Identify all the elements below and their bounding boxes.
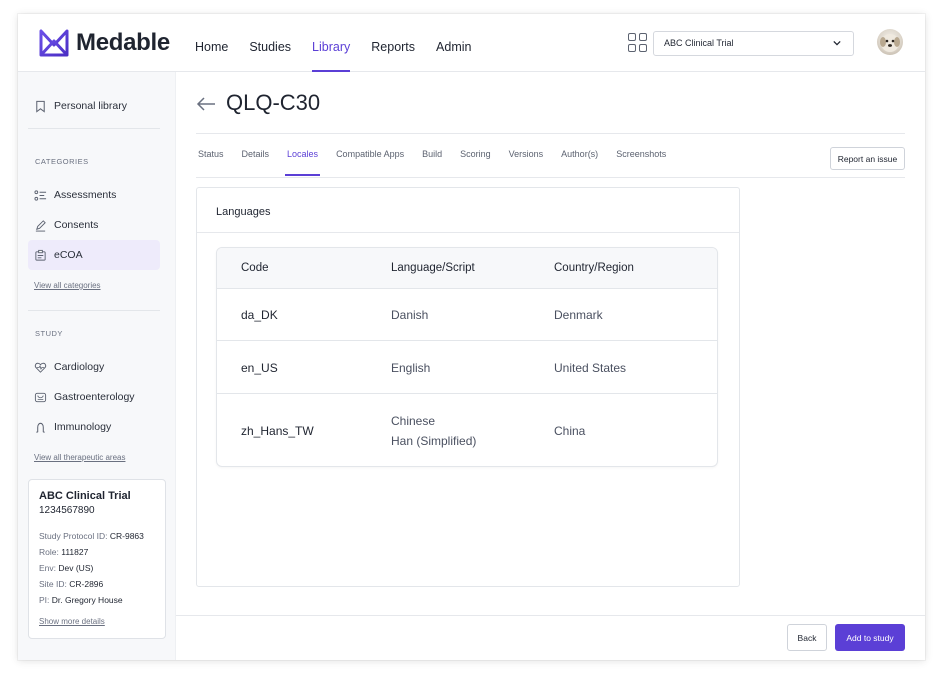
trial-protocol: Study Protocol ID: CR-9863 bbox=[39, 531, 144, 541]
tab-authors[interactable]: Author(s) bbox=[561, 149, 599, 159]
study-heading: STUDY bbox=[35, 329, 63, 338]
panel-title: Languages bbox=[216, 206, 271, 218]
sidebar: Personal library CATEGORIES Assessments … bbox=[18, 72, 176, 660]
sidebar-divider bbox=[28, 310, 160, 311]
dog-avatar-icon bbox=[880, 34, 900, 52]
tab-details[interactable]: Details bbox=[241, 149, 270, 159]
nav-reports[interactable]: Reports bbox=[371, 40, 416, 54]
sidebar-item-label: Gastroenterology bbox=[54, 391, 135, 403]
header-code: Code bbox=[241, 262, 269, 274]
list-icon bbox=[34, 189, 47, 201]
view-all-categories-link[interactable]: View all categories bbox=[34, 281, 101, 290]
study-select-value: ABC Clinical Trial bbox=[664, 38, 734, 48]
cell-country: United States bbox=[554, 361, 627, 375]
user-avatar[interactable] bbox=[877, 29, 903, 55]
trial-site: Site ID: CR-2896 bbox=[39, 579, 104, 589]
back-button[interactable]: Back bbox=[787, 624, 827, 651]
sidebar-item-ecoa[interactable]: eCOA bbox=[28, 240, 160, 270]
tab-build[interactable]: Build bbox=[422, 149, 443, 159]
view-all-therapeutic-areas-link[interactable]: View all therapeutic areas bbox=[34, 453, 126, 462]
stomach-icon bbox=[34, 392, 47, 402]
sidebar-item-label: Personal library bbox=[54, 100, 127, 112]
sidebar-item-assessments[interactable]: Assessments bbox=[28, 180, 160, 210]
table-row[interactable]: zh_Hans_TW Chinese Han (Simplified) Chin… bbox=[217, 394, 717, 466]
header-language: Language/Script bbox=[391, 262, 475, 274]
brand-logo[interactable]: Medable bbox=[38, 27, 170, 59]
cell-country: China bbox=[554, 424, 586, 438]
cell-language: English bbox=[391, 361, 431, 375]
tab-compatible-apps[interactable]: Compatible Apps bbox=[336, 149, 405, 159]
table-header: Code Language/Script Country/Region bbox=[217, 248, 717, 289]
cell-country: Denmark bbox=[554, 308, 603, 322]
main-nav: Home Studies Library Reports Admin bbox=[195, 14, 492, 72]
nav-admin[interactable]: Admin bbox=[436, 40, 472, 54]
cell-language: Danish bbox=[391, 308, 429, 322]
heart-icon bbox=[34, 362, 47, 373]
table-row[interactable]: en_US English United States bbox=[217, 341, 717, 394]
nav-studies[interactable]: Studies bbox=[249, 40, 292, 54]
sidebar-item-cardiology[interactable]: Cardiology bbox=[28, 352, 160, 382]
sidebar-item-label: Cardiology bbox=[54, 361, 105, 373]
tab-scoring[interactable]: Scoring bbox=[460, 149, 491, 159]
tab-status[interactable]: Status bbox=[198, 149, 224, 159]
trial-role: Role: 111827 bbox=[39, 547, 89, 557]
back-arrow-icon[interactable] bbox=[196, 96, 216, 112]
sidebar-item-gastroenterology[interactable]: Gastroenterology bbox=[28, 382, 160, 412]
study-select[interactable]: ABC Clinical Trial bbox=[653, 31, 854, 56]
tab-locales[interactable]: Locales bbox=[285, 149, 321, 177]
sidebar-item-immunology[interactable]: Immunology bbox=[28, 412, 160, 442]
sidebar-item-consents[interactable]: Consents bbox=[28, 210, 160, 240]
nav-library[interactable]: Library bbox=[312, 14, 351, 72]
header-country: Country/Region bbox=[554, 262, 634, 274]
trial-pi: PI: Dr. Gregory House bbox=[39, 595, 123, 605]
cell-language: Chinese bbox=[391, 414, 436, 428]
app-window: Medable Home Studies Library Reports Adm… bbox=[18, 14, 925, 660]
sidebar-divider bbox=[28, 128, 160, 129]
pen-icon bbox=[35, 219, 46, 232]
cell-code: da_DK bbox=[241, 308, 278, 322]
app-switcher-icon[interactable] bbox=[628, 33, 648, 53]
sidebar-item-label: Consents bbox=[54, 219, 99, 231]
cell-code: zh_Hans_TW bbox=[241, 424, 314, 438]
chevron-down-icon bbox=[833, 40, 841, 46]
add-to-study-button[interactable]: Add to study bbox=[835, 624, 905, 651]
main-content: QLQ-C30 Status Details Locales Compatibl… bbox=[176, 72, 925, 660]
antibody-icon bbox=[36, 422, 45, 433]
tab-versions[interactable]: Versions bbox=[508, 149, 544, 159]
footer-divider bbox=[176, 615, 925, 616]
trial-env: Env: Dev (US) bbox=[39, 563, 94, 573]
bookmark-icon bbox=[36, 100, 45, 113]
clipboard-icon bbox=[35, 249, 46, 261]
panel-divider bbox=[197, 232, 739, 233]
tab-bar: Status Details Locales Compatible Apps B… bbox=[198, 149, 684, 177]
tabs-divider bbox=[196, 177, 905, 178]
nav-home[interactable]: Home bbox=[195, 40, 229, 54]
sidebar-item-label: Immunology bbox=[54, 421, 112, 433]
medable-logo-icon bbox=[39, 29, 69, 57]
show-more-details-link[interactable]: Show more details bbox=[39, 617, 105, 626]
languages-table: Code Language/Script Country/Region da_D… bbox=[216, 247, 718, 467]
trial-number: 1234567890 bbox=[39, 505, 95, 516]
cell-code: en_US bbox=[241, 361, 278, 375]
table-row[interactable]: da_DK Danish Denmark bbox=[217, 289, 717, 341]
languages-panel: Languages Code Language/Script Country/R… bbox=[196, 187, 740, 587]
cell-language-script: Han (Simplified) bbox=[391, 434, 477, 448]
sidebar-item-label: Assessments bbox=[54, 189, 117, 201]
sidebar-item-personal-library[interactable]: Personal library bbox=[28, 91, 160, 121]
top-header: Medable Home Studies Library Reports Adm… bbox=[18, 14, 925, 72]
brand-name: Medable bbox=[76, 29, 170, 56]
sidebar-item-label: eCOA bbox=[54, 249, 83, 261]
trial-info-card: ABC Clinical Trial 1234567890 Study Prot… bbox=[28, 479, 166, 639]
report-issue-button[interactable]: Report an issue bbox=[830, 147, 905, 170]
tab-screenshots[interactable]: Screenshots bbox=[616, 149, 667, 159]
title-divider bbox=[196, 133, 905, 134]
categories-heading: CATEGORIES bbox=[35, 157, 89, 166]
trial-title: ABC Clinical Trial bbox=[39, 490, 131, 502]
page-title: QLQ-C30 bbox=[226, 90, 321, 115]
